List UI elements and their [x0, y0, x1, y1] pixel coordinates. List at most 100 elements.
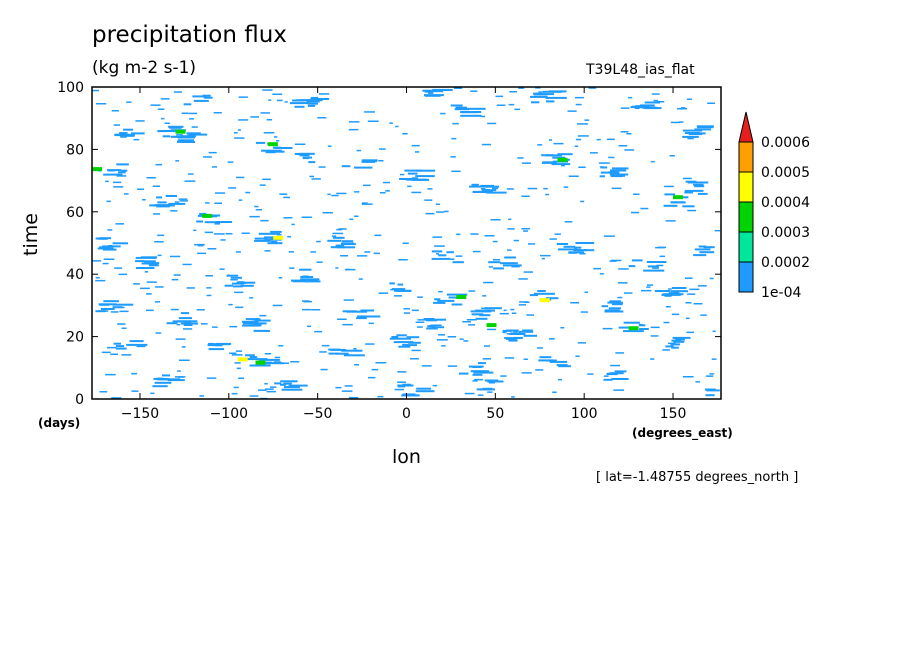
rain-dash: [504, 256, 517, 259]
rain-dash: [340, 255, 349, 257]
rain-dash: [105, 180, 109, 183]
rain-dash: [600, 166, 604, 168]
rain-dash: [174, 201, 180, 203]
rain-dash: [417, 319, 428, 321]
rain-dash: [95, 277, 100, 279]
rain-dash: [538, 91, 546, 93]
rain-dash: [646, 261, 667, 263]
rain-dash: [121, 327, 127, 329]
rain-dash: [556, 364, 568, 367]
rain-dash: [92, 260, 102, 262]
rain-dash: [288, 384, 308, 387]
rain-dash: [511, 312, 517, 314]
rain-dash: [292, 99, 305, 102]
rain-dash: [604, 309, 620, 312]
rain-dash: [507, 228, 515, 230]
rain-dash: [216, 342, 232, 345]
rain-dash: [107, 229, 113, 231]
rain-dash: [521, 195, 530, 197]
rain-dash: [607, 138, 615, 141]
x-tick-label: −50: [303, 406, 333, 422]
rain-dash: [165, 195, 177, 197]
rain-dash: [611, 378, 629, 380]
hotspot-5: [486, 323, 497, 328]
rain-dash: [177, 139, 194, 142]
rain-dash: [208, 342, 214, 345]
rain-dash: [438, 334, 445, 336]
rain-dash: [346, 310, 368, 313]
rain-dash: [484, 345, 490, 347]
rain-dash: [417, 296, 423, 298]
rain-dash: [229, 352, 237, 354]
rain-dash: [230, 279, 238, 281]
rain-dash: [155, 332, 162, 334]
rain-dash: [105, 373, 116, 376]
rain-dash: [231, 392, 238, 395]
rain-dash: [167, 379, 185, 382]
rain-dash: [97, 310, 109, 312]
rain-dash: [246, 358, 268, 361]
rain-dash: [545, 96, 567, 99]
rain-dash: [610, 364, 621, 367]
rain-dash: [240, 284, 254, 287]
rain-dash: [403, 312, 411, 314]
rain-dash: [229, 325, 238, 328]
rain-dash: [390, 288, 399, 291]
rain-dash: [402, 383, 411, 386]
rain-dash: [399, 173, 405, 176]
rain-dash: [117, 306, 125, 309]
rain-dash: [393, 295, 402, 297]
rain-dash: [558, 248, 577, 251]
rain-dash: [471, 183, 479, 186]
rain-dash: [588, 87, 597, 89]
rain-dash: [337, 318, 347, 320]
rain-dash: [478, 362, 486, 365]
rain-dash: [262, 178, 271, 181]
rain-dash: [432, 236, 443, 238]
rain-dash: [634, 107, 640, 110]
rain-dash: [481, 115, 485, 118]
rain-dash: [643, 106, 654, 109]
rain-dash: [483, 189, 489, 192]
rain-dash: [502, 331, 507, 334]
rain-dash: [344, 354, 365, 357]
rain-dash: [186, 287, 195, 289]
rain-dash: [206, 287, 212, 289]
rain-dash: [316, 261, 323, 263]
rain-dash: [694, 248, 711, 251]
rain-dash: [687, 181, 709, 184]
rain-dash: [103, 248, 117, 251]
rain-dash: [687, 293, 696, 295]
hotspot-3: [273, 235, 284, 240]
rain-dash: [459, 372, 469, 375]
rain-dash: [529, 294, 538, 297]
rain-dash: [552, 391, 557, 393]
rain-dash: [180, 322, 199, 325]
rain-dash: [650, 160, 655, 163]
rain-dash: [694, 128, 712, 131]
rain-dash: [712, 330, 716, 332]
rain-dash: [133, 283, 140, 285]
rain-dash: [228, 303, 233, 306]
rain-dash: [593, 267, 601, 270]
rain-dash: [278, 345, 284, 347]
rain-dash: [368, 376, 376, 379]
rain-dash: [407, 185, 412, 188]
rain-dash: [697, 285, 707, 287]
rain-dash: [671, 339, 682, 342]
rain-dash: [154, 241, 164, 243]
rain-dash: [200, 323, 208, 325]
rain-dash: [434, 245, 445, 247]
rain-dash: [249, 297, 254, 299]
rain-dash: [164, 122, 170, 124]
rain-dash: [492, 240, 498, 243]
rain-dash: [573, 249, 582, 252]
rain-dash: [514, 108, 521, 111]
rain-dash: [346, 268, 350, 271]
rain-dash: [471, 313, 484, 316]
rain-dash: [363, 315, 381, 318]
rain-dash: [693, 183, 704, 186]
rain-dash: [242, 322, 264, 325]
rain-dash: [341, 165, 351, 168]
